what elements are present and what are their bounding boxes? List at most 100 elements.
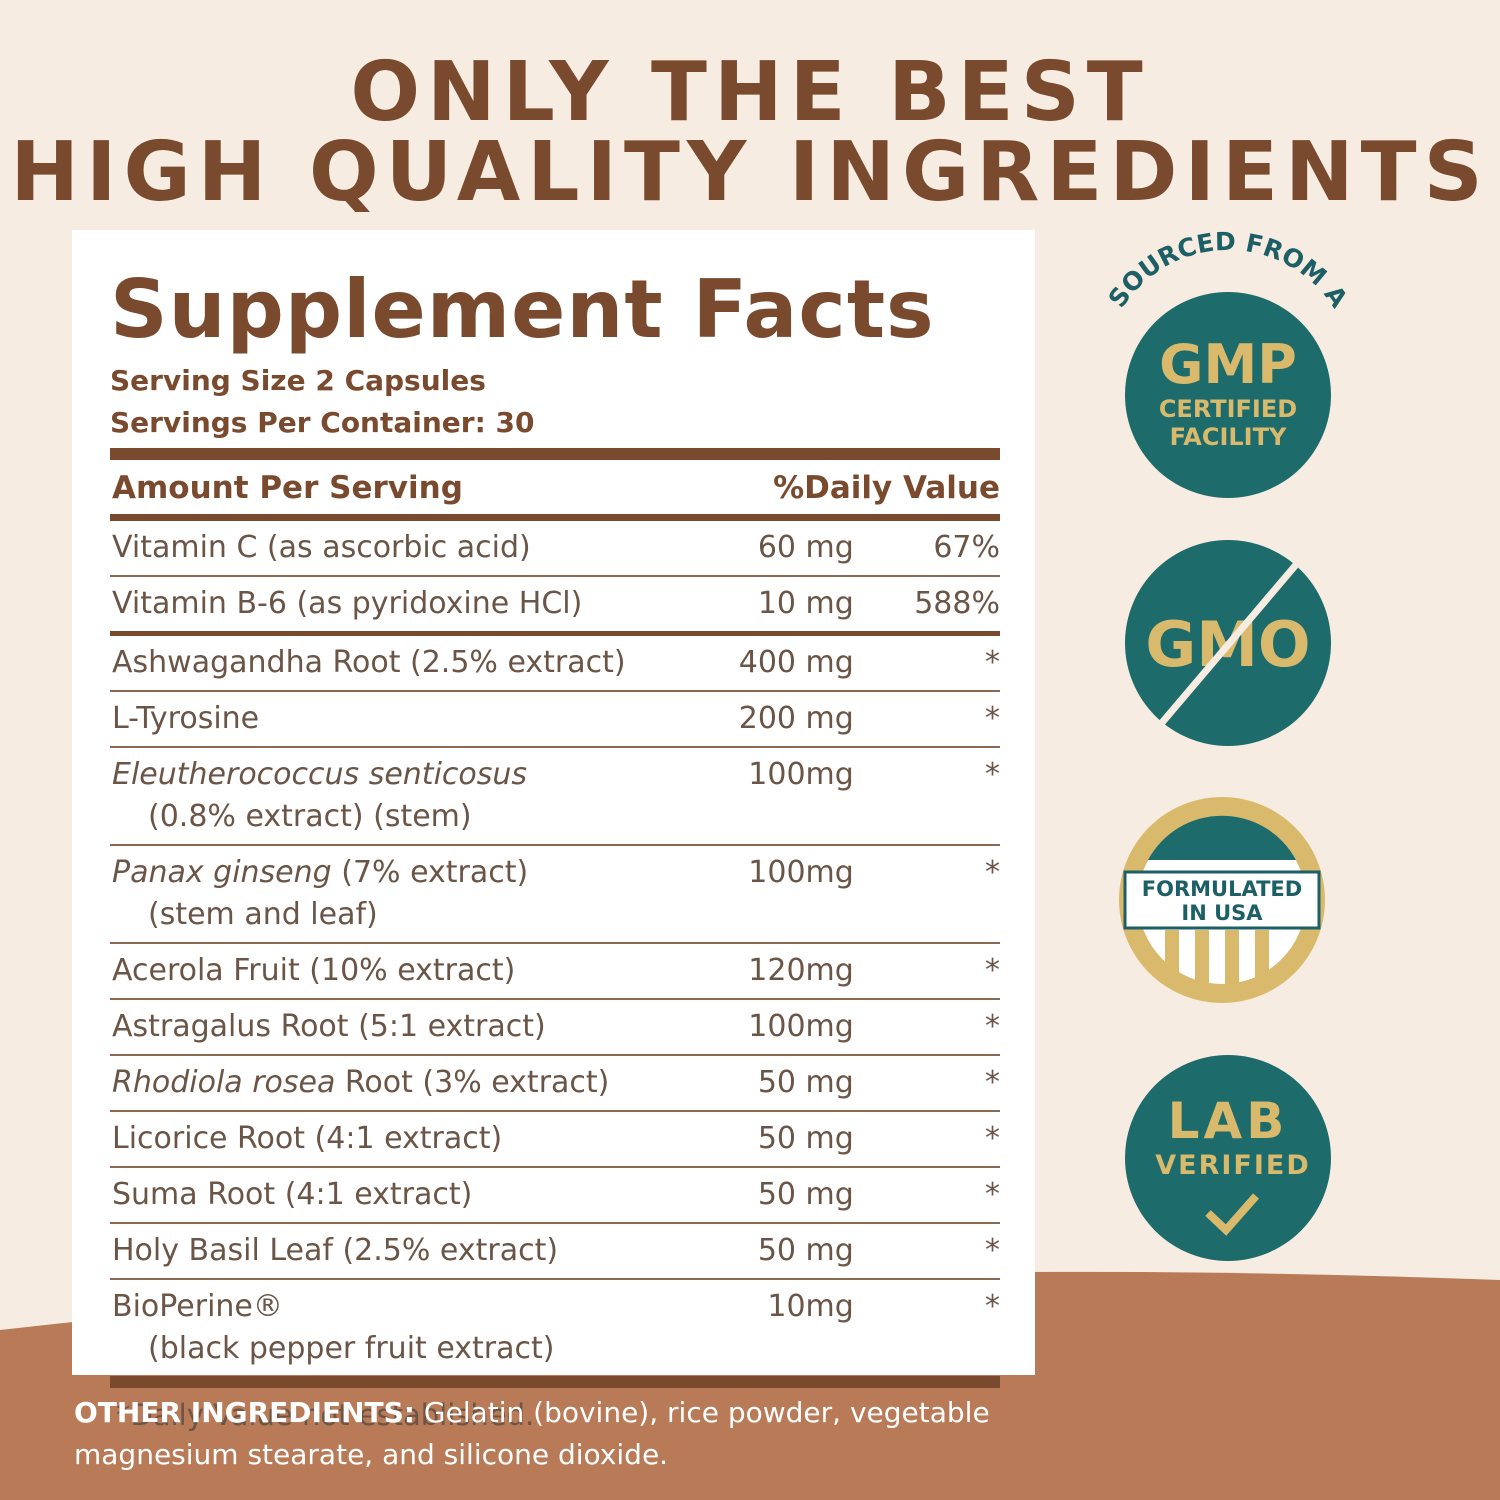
other-label: OTHER INGREDIENTS: [74,1396,415,1429]
name-line: Holy Basil Leaf (2.5% extract) [112,1230,735,1272]
name-line: BioPerine® [112,1286,735,1328]
footnote: *Daily Value not established. [116,1398,535,1432]
name-italic: Panax ginseng [112,855,332,890]
daily-value: 588% [914,586,1000,621]
slash [1157,557,1303,728]
daily-value: * [985,1233,1000,1268]
daily-value: * [985,757,1000,792]
ingredient-name: Holy Basil Leaf (2.5% extract) [112,1230,735,1272]
ingredient-name: Astragalus Root (5:1 extract) [112,1006,735,1048]
ingredient-name: Eleutherococcus senticosus (0.8% extract)… [112,754,735,838]
amount: 400 mg [738,645,854,680]
ingredient-name: Ashwagandha Root (2.5% extract) [112,642,735,684]
name-sub: (stem and leaf) [148,897,378,932]
badge-lab [1125,1055,1331,1261]
daily-value: * [985,1121,1000,1156]
facts-table: Amount Per Serving %Daily Value Vitamin … [110,448,1000,1432]
name-line: Vitamin B-6 (as pyridoxine HCl) [112,583,735,625]
stripes [1165,930,1269,985]
daily-value: * [985,1009,1000,1044]
name-text: (7% extract) [341,855,529,890]
headline: ONLY THE BEST [350,45,1150,140]
name-line: Acerola Fruit (10% extract) [112,950,735,992]
daily-value: * [985,645,1000,680]
name-line: Astragalus Root (5:1 extract) [112,1006,735,1048]
name-line: Rhodiola rosea Root (3% extract) [112,1062,735,1104]
amount: 50 mg [757,1177,854,1212]
stripe [1225,930,1239,985]
badge-big: GMP [1159,333,1297,396]
amount: 50 mg [757,1065,854,1100]
ingredient-name: L-Tyrosine [112,698,735,740]
name-sub: (black pepper fruit extract) [148,1331,555,1366]
other-ingredients: OTHER INGREDIENTS: Gelatin (bovine), ric… [74,1392,1064,1476]
ingredient-name: Vitamin C (as ascorbic acid) [112,527,735,569]
servings: Servings Per Container: 30 [110,406,535,439]
name-italic: Eleutherococcus senticosus [112,757,528,792]
name-text: Holy Basil Leaf (2.5% extract) [112,1233,559,1268]
badge-line: CERTIFIED [1159,395,1297,423]
ingredient-name: Licorice Root (4:1 extract) [112,1118,735,1160]
ingredient-row: Licorice Root (4:1 extract) 50 mg * [110,1112,1000,1168]
name-italic: Rhodiola rosea [112,1065,336,1100]
stripe [1165,930,1179,980]
amount: 200 mg [738,701,854,736]
ingredient-name: Acerola Fruit (10% extract) [112,950,735,992]
daily-value: * [985,701,1000,736]
usa-banner [1123,870,1321,930]
name-text: Vitamin B-6 (as pyridoxine HCl) [112,586,583,621]
amount: 100mg [748,757,854,792]
name-line: Panax ginseng (7% extract) [112,852,735,894]
badge-usa-top [1148,815,1296,860]
ingredient-row: Vitamin B-6 (as pyridoxine HCl) 10 mg 588% [110,577,1000,631]
name-line: Licorice Root (4:1 extract) [112,1118,735,1160]
vitamin-rows: Vitamin C (as ascorbic acid) 60 mg 67% Vita… [110,521,1000,636]
name-text: Astragalus Root (5:1 extract) [112,1009,546,1044]
daily-value: * [985,855,1000,890]
badge-line: FACILITY [1170,423,1287,451]
stripe [1195,930,1209,985]
ingredient-name: Panax ginseng (7% extract) (stem and leaf… [112,852,735,936]
ingredient-row: Eleutherococcus senticosus (0.8% extract)… [110,748,1000,846]
amount: 100mg [748,1009,854,1044]
amount: 10 mg [757,586,854,621]
ingredient-row: BioPerine® (black pepper fruit extract) 10… [110,1280,1000,1376]
name-text: Vitamin C (as ascorbic acid) [112,530,531,565]
serving-info: Serving Size 2 Capsules Servings Per Con… [110,360,1000,444]
name-text: BioPerine® [112,1289,283,1324]
amount-header: Amount Per Serving [112,470,463,506]
ingredient-row: Panax ginseng (7% extract) (stem and leaf… [110,846,1000,944]
ingredient-name: Rhodiola rosea Root (3% extract) [112,1062,735,1104]
ingredient-row: Suma Root (4:1 extract) 50 mg * [110,1168,1000,1224]
facts-panel: Supplement Facts Serving Size 2 Capsules… [72,230,1035,1432]
badge-big: LAB [1168,1092,1289,1150]
amount: 120mg [748,953,854,988]
other-text: Gelatin (bovine), rice powder, vegetable… [74,1396,990,1471]
name-line: L-Tyrosine [112,698,735,740]
badge-small: VERIFIED [1155,1150,1311,1181]
name-text: Suma Root (4:1 extract) [112,1177,473,1212]
ingredient-name: Vitamin B-6 (as pyridoxine HCl) [112,583,735,625]
ingredient-row: Holy Basil Leaf (2.5% extract) 50 mg * [110,1224,1000,1280]
daily-value: 67% [933,530,1000,565]
amount: 100mg [748,855,854,890]
amount: 50 mg [757,1121,854,1156]
serving-size: Serving Size 2 Capsules [110,364,486,397]
name-line: Suma Root (4:1 extract) [112,1174,735,1216]
daily-value: * [985,1177,1000,1212]
badge-line: IN USA [1181,901,1263,925]
ingredient-row: L-Tyrosine 200 mg * [110,692,1000,748]
name-sub: (0.8% extract) (stem) [148,799,472,834]
name-line: Eleutherococcus senticosus [112,754,735,796]
table-header: Amount Per Serving %Daily Value [110,460,1000,521]
stripe [1255,930,1269,980]
daily-value: * [985,953,1000,988]
name-line: Vitamin C (as ascorbic acid) [112,527,735,569]
rule [110,1376,1000,1388]
name-text: Acerola Fruit (10% extract) [112,953,516,988]
name-text: Ashwagandha Root (2.5% extract) [112,645,626,680]
ingredient-row: Acerola Fruit (10% extract) 120mg * [110,944,1000,1000]
name-text: Root (3% extract) [344,1065,610,1100]
